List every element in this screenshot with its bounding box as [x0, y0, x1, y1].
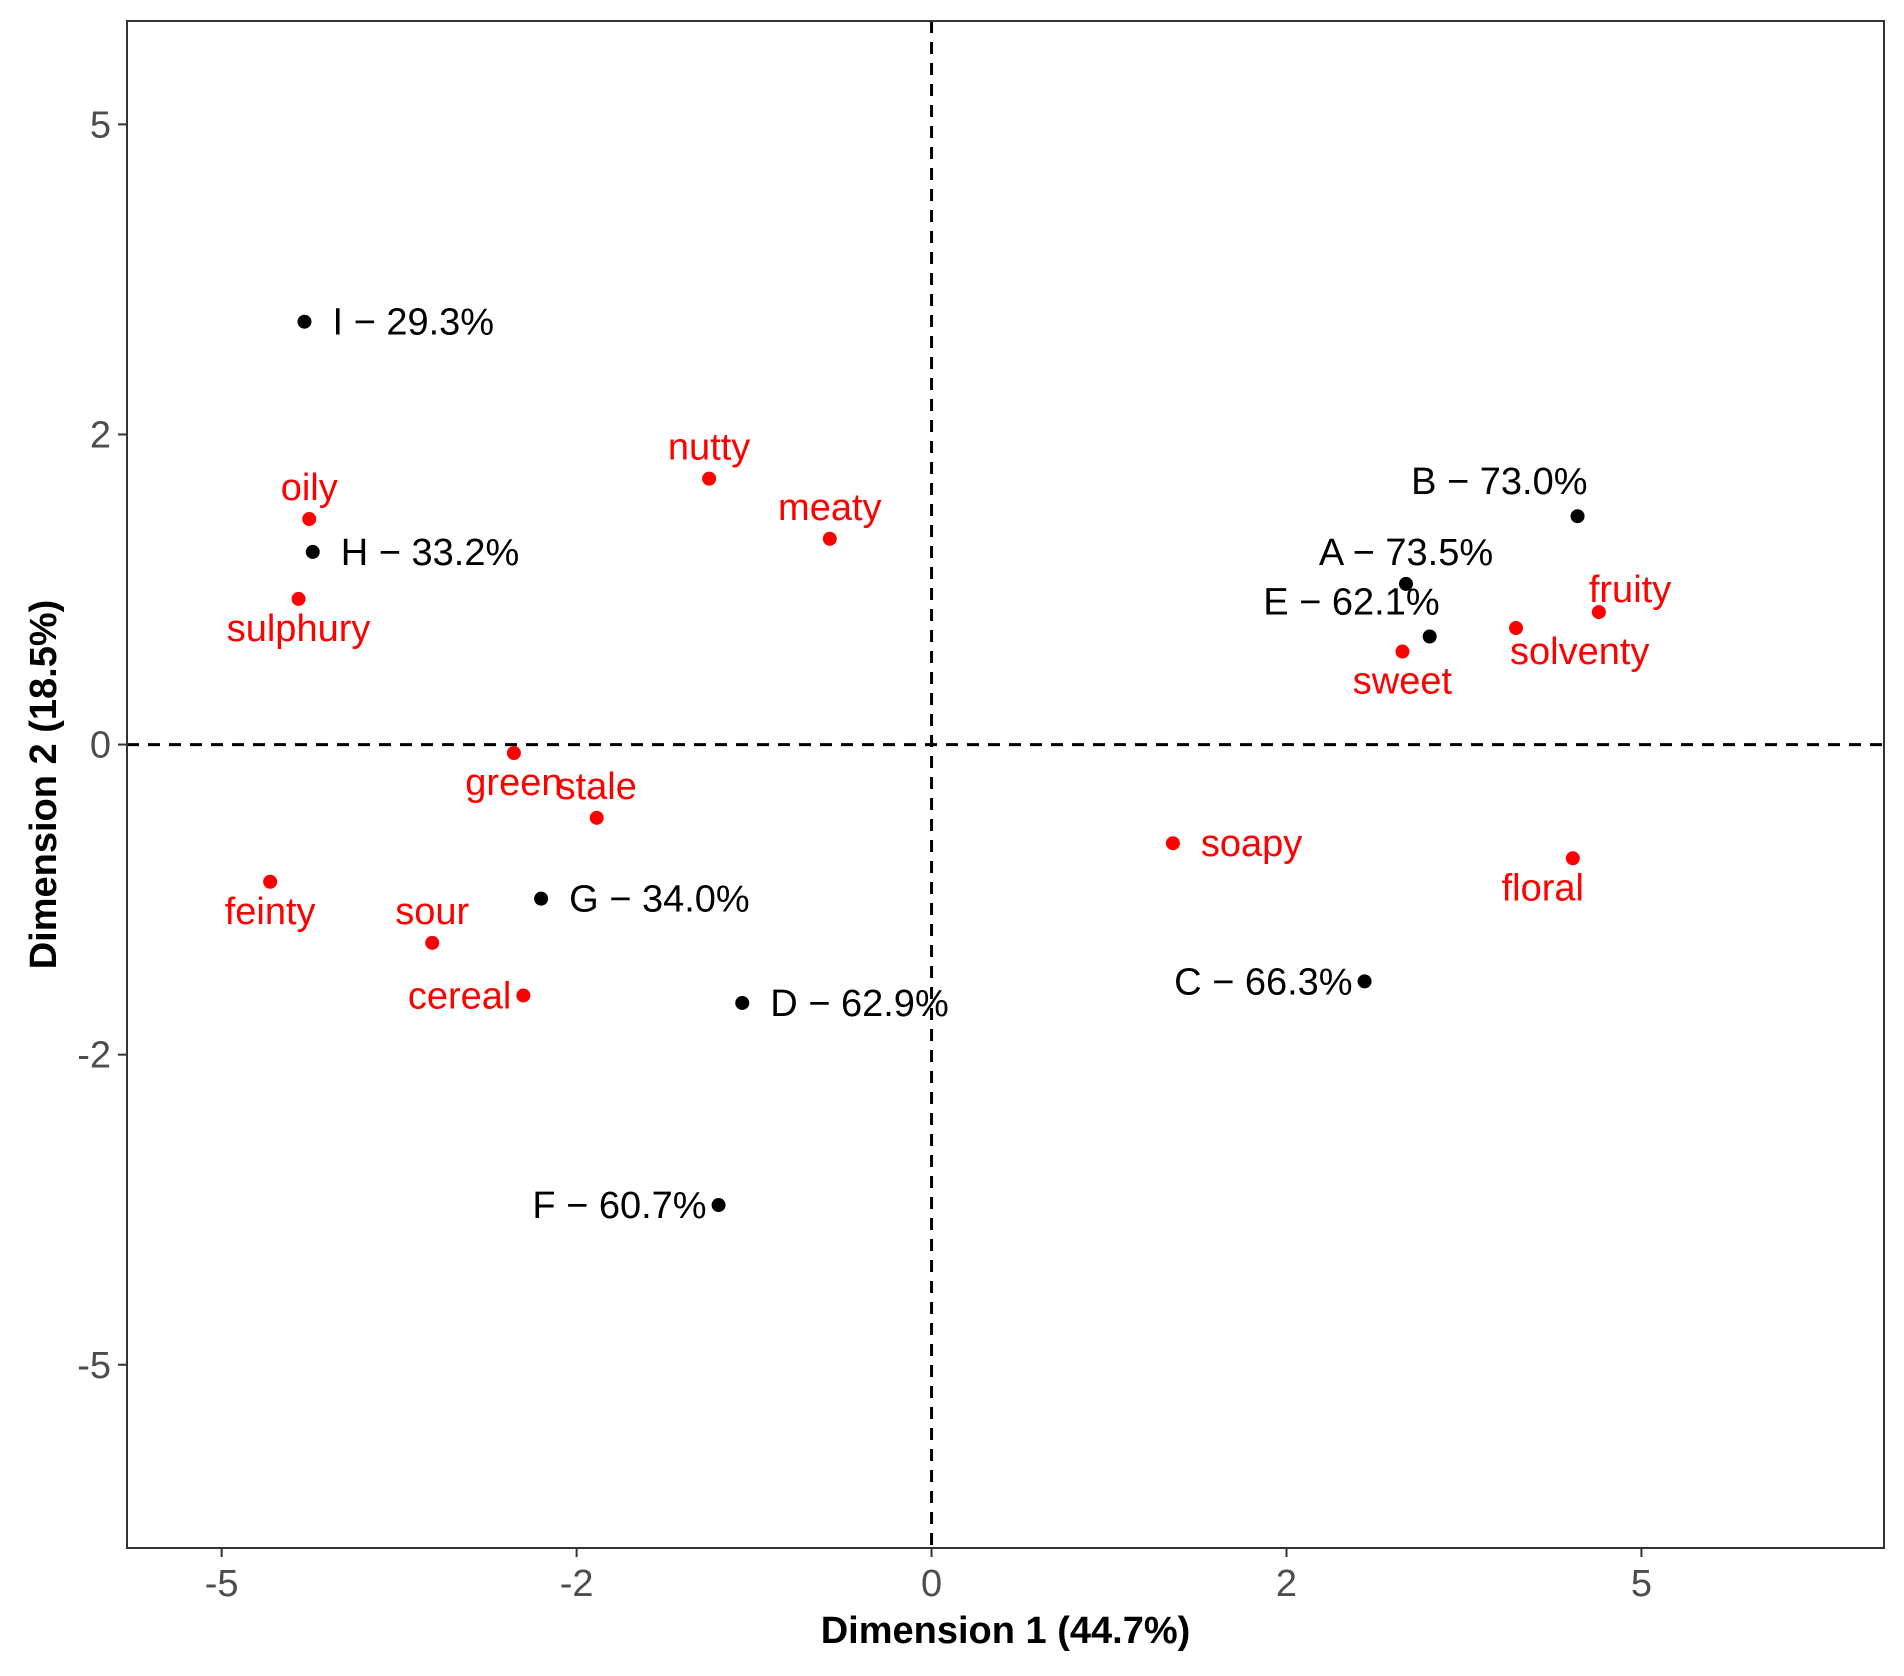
attribute-label-floral: floral [1502, 867, 1584, 909]
reference-lines [127, 21, 1884, 1548]
attribute-point-green [506, 746, 521, 761]
attribute-label-solventy: solventy [1510, 631, 1649, 673]
axis-ticks: -5 -2 0 2 5 5 2 0 -2 -5 [77, 104, 1652, 1605]
attribute-label-stale: stale [557, 766, 637, 808]
attribute-point-sweet [1395, 644, 1410, 659]
sample-label-f-60-7: F − 60.7% [532, 1185, 706, 1227]
attribute-label-nutty: nutty [668, 427, 750, 469]
y-axis-title: Dimension 2 (18.5%) [23, 600, 65, 970]
attribute-point-sulphury [291, 591, 306, 606]
attribute-label-meaty: meaty [778, 487, 881, 529]
attribute-label-fruity: fruity [1589, 569, 1671, 611]
attribute-label-sulphury: sulphury [227, 608, 371, 650]
attribute-label-soapy: soapy [1201, 823, 1302, 865]
sample-label-c-66-3: C − 66.3% [1174, 961, 1353, 1003]
attribute-point-floral [1565, 851, 1580, 866]
sample-point-a-73-5 [1399, 576, 1414, 591]
sample-label-g-34-0: G − 34.0% [569, 879, 750, 921]
x-axis-title: Dimension 1 (44.7%) [821, 1610, 1191, 1652]
sample-point-f-60-7 [711, 1198, 726, 1213]
x-tick-label: 5 [1631, 1563, 1652, 1605]
attribute-point-nutty [702, 471, 717, 486]
attribute-point-meaty [822, 531, 837, 546]
sample-label-a-73-5: A − 73.5% [1319, 532, 1493, 574]
x-tick-label: 2 [1276, 1563, 1297, 1605]
x-tick-label: 0 [921, 1563, 942, 1605]
sample-point-c-66-3 [1357, 974, 1372, 989]
sample-point-g-34-0 [534, 891, 549, 906]
attribute-label-sweet: sweet [1353, 661, 1453, 703]
y-tick-label: -5 [77, 1345, 111, 1387]
y-tick-label: 2 [90, 414, 111, 456]
attribute-point-cereal [516, 988, 531, 1003]
sample-point-h-33-2 [305, 544, 320, 559]
attribute-label-oily: oily [281, 467, 338, 509]
attribute-point-stale [589, 810, 604, 825]
plot-frame [126, 20, 1885, 1549]
attribute-label-cereal: cereal [408, 975, 512, 1017]
sample-label-e-62-1: E − 62.1% [1263, 581, 1439, 623]
attribute-point-soapy [1165, 836, 1180, 851]
attribute-point-sour [425, 935, 440, 950]
sample-point-b-73-0 [1570, 509, 1585, 524]
y-tick-label: 0 [90, 725, 111, 767]
point-labels: I − 29.3% H − 33.2% B − 73.0% A − 73.5% E − … [225, 302, 1671, 1227]
attribute-point-feinty [263, 874, 278, 889]
y-tick-label: -2 [77, 1035, 111, 1077]
sample-label-i-29-3: I − 29.3% [332, 302, 494, 344]
attribute-label-green: green [465, 762, 562, 804]
attribute-point-fruity [1591, 605, 1606, 620]
sample-label-h-33-2: H − 33.2% [341, 532, 520, 574]
attribute-label-sour: sour [395, 891, 469, 933]
x-tick-label: -2 [560, 1563, 594, 1605]
sample-point-i-29-3 [297, 314, 312, 329]
attribute-label-feinty: feinty [225, 891, 316, 933]
sample-point-e-62-1 [1422, 629, 1437, 644]
sample-point-d-62-9 [735, 995, 750, 1010]
attribute-point-solventy [1509, 621, 1524, 636]
x-tick-label: -5 [205, 1563, 239, 1605]
sample-label-d-62-9: D − 62.9% [770, 983, 949, 1025]
attribute-point-oily [302, 512, 317, 527]
y-tick-label: 5 [90, 104, 111, 146]
data-points [263, 314, 1606, 1213]
sample-label-b-73-0: B − 73.0% [1411, 461, 1587, 503]
